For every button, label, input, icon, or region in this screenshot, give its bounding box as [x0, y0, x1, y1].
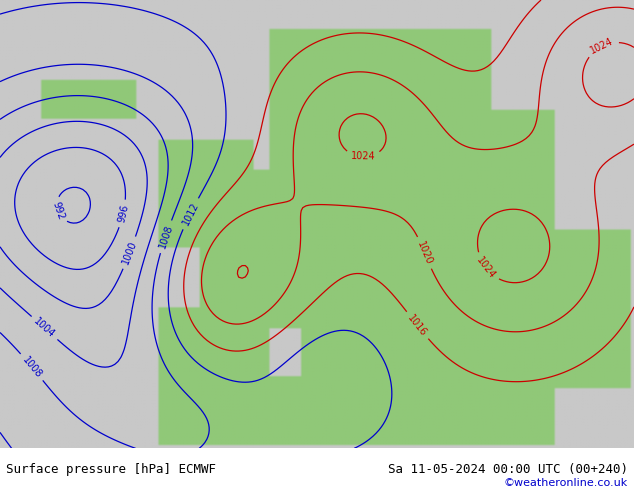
Text: 1008: 1008: [20, 354, 44, 380]
Text: 1024: 1024: [589, 36, 616, 56]
Text: 992: 992: [50, 200, 66, 221]
Text: 1008: 1008: [157, 223, 174, 250]
Text: 1012: 1012: [181, 200, 200, 227]
Text: 1024: 1024: [351, 151, 375, 162]
Text: 1024: 1024: [474, 255, 497, 281]
Text: 1004: 1004: [32, 316, 57, 340]
Text: ©weatheronline.co.uk: ©weatheronline.co.uk: [503, 478, 628, 488]
Text: Surface pressure [hPa] ECMWF: Surface pressure [hPa] ECMWF: [6, 463, 216, 476]
Text: 1020: 1020: [415, 240, 434, 266]
Text: 1016: 1016: [406, 313, 429, 338]
Text: Sa 11-05-2024 00:00 UTC (00+240): Sa 11-05-2024 00:00 UTC (00+240): [387, 463, 628, 476]
Text: 1000: 1000: [120, 240, 139, 266]
Text: 996: 996: [116, 203, 130, 224]
